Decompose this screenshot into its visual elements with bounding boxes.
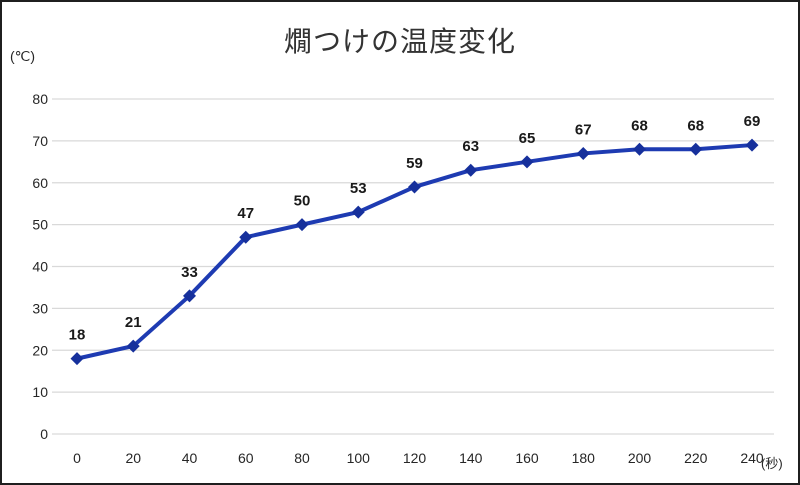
x-tick-label: 200 <box>628 450 652 466</box>
data-point-marker <box>70 352 84 366</box>
x-tick-label: 120 <box>403 450 427 466</box>
y-tick-label: 50 <box>32 217 48 233</box>
data-point-label: 18 <box>69 327 86 344</box>
data-point-marker <box>183 289 196 303</box>
y-tick-label: 40 <box>32 259 48 275</box>
y-tick-label: 80 <box>32 91 48 107</box>
chart-title: 燗つけの温度変化 <box>283 26 516 57</box>
data-point-marker <box>633 142 646 156</box>
x-tick-label: 140 <box>459 450 483 466</box>
data-point-marker <box>126 339 140 353</box>
x-tick-label: 100 <box>347 450 371 466</box>
data-point-marker <box>295 218 309 232</box>
x-tick-label: 160 <box>515 450 539 466</box>
data-point-label: 67 <box>575 121 592 138</box>
x-tick-label: 240 <box>740 450 764 466</box>
data-point-marker <box>745 138 759 152</box>
data-point-label: 47 <box>237 205 254 222</box>
data-point-marker <box>239 230 253 244</box>
data-point-label: 69 <box>744 113 761 130</box>
x-tick-label: 180 <box>572 450 596 466</box>
data-point-label: 21 <box>125 314 142 331</box>
data-point-marker <box>576 146 590 160</box>
y-tick-label: 30 <box>32 300 48 316</box>
y-tick-label: 0 <box>40 426 48 442</box>
data-point-label: 50 <box>294 193 311 210</box>
data-point-label: 68 <box>687 117 704 134</box>
x-tick-label: 40 <box>182 450 198 466</box>
data-point-marker <box>464 163 478 177</box>
data-point-marker <box>351 205 365 219</box>
data-point-label: 59 <box>406 155 423 172</box>
y-tick-label: 70 <box>32 133 48 149</box>
y-axis-unit-label: (℃) <box>10 48 36 64</box>
y-tick-label: 10 <box>32 384 48 400</box>
data-point-label: 53 <box>350 180 367 197</box>
y-tick-label: 60 <box>32 175 48 191</box>
x-axis-unit-label: (秒) <box>761 456 783 471</box>
data-point-marker <box>689 142 703 156</box>
series-line <box>75 143 754 361</box>
data-point-label: 65 <box>519 130 536 147</box>
x-tick-label: 80 <box>294 450 310 466</box>
data-point-marker <box>408 180 421 194</box>
x-tick-label: 20 <box>125 450 141 466</box>
data-point-label: 33 <box>181 264 198 281</box>
data-point-marker <box>520 155 534 169</box>
data-point-label: 68 <box>631 117 648 134</box>
y-tick-label: 20 <box>32 342 48 358</box>
x-tick-label: 0 <box>73 450 81 466</box>
x-tick-label: 60 <box>238 450 254 466</box>
x-tick-label: 220 <box>684 450 708 466</box>
data-point-label: 63 <box>462 138 479 155</box>
